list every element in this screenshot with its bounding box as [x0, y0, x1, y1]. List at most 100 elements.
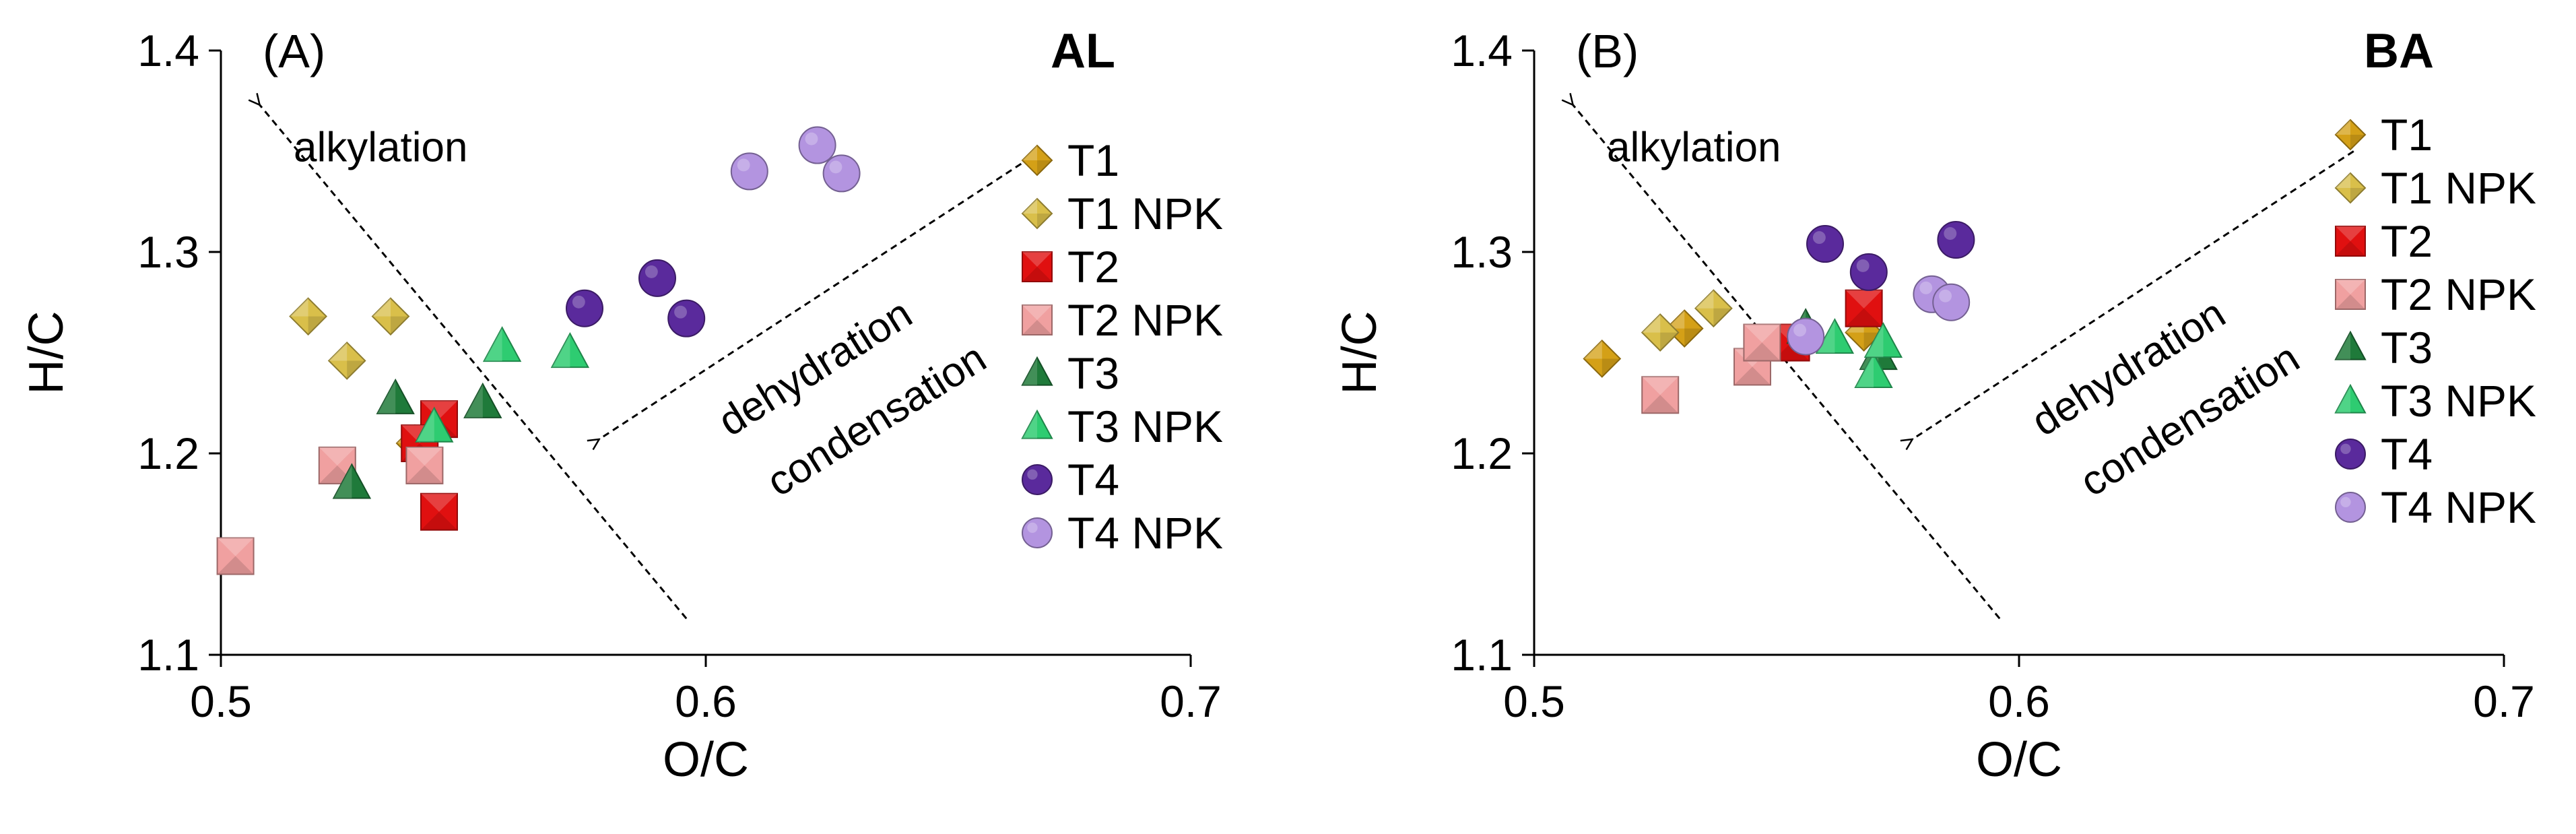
legend-label: T4 NPK — [1067, 508, 1223, 558]
data-point — [798, 126, 836, 164]
panel-label: (A) — [263, 25, 325, 77]
legend-marker — [2335, 492, 2366, 523]
series-t1 — [1583, 309, 1884, 378]
data-point — [1863, 322, 1903, 358]
data-point — [638, 259, 676, 297]
y-axis-label: H/C — [1333, 311, 1387, 395]
data-point — [1937, 221, 1975, 259]
legend-label: T1 NPK — [1067, 189, 1223, 238]
y-tick-label: 1.4 — [137, 26, 199, 75]
series-t3 — [332, 378, 502, 499]
data-point — [1641, 376, 1680, 414]
x-axis-label: O/C — [1976, 733, 2062, 787]
series-t4 — [1806, 221, 1975, 291]
data-point — [1845, 289, 1883, 327]
alkylation-label: alkylation — [1607, 124, 1781, 170]
x-tick-label: 0.6 — [675, 676, 737, 726]
legend-label: T4 — [2381, 429, 2433, 479]
x-tick-label: 0.5 — [190, 676, 252, 726]
data-point — [332, 463, 372, 499]
dehydration-arrow — [599, 150, 1041, 440]
y-tick-label: 1.2 — [1451, 428, 1513, 478]
legend-marker — [2335, 279, 2366, 310]
x-tick-label: 0.7 — [1160, 676, 1222, 726]
data-point — [463, 382, 502, 418]
legend-marker — [2335, 439, 2366, 470]
legend-label: T1 NPK — [2381, 163, 2536, 213]
alkylation-label: alkylation — [294, 124, 467, 170]
y-tick-label: 1.1 — [137, 630, 199, 680]
y-tick-label: 1.3 — [137, 227, 199, 277]
series-t2-npk — [1641, 323, 1781, 414]
data-point — [482, 326, 522, 362]
y-tick-label: 1.2 — [137, 428, 199, 478]
data-point — [566, 289, 603, 327]
x-tick-label: 0.6 — [1988, 676, 2050, 726]
y-tick-label: 1.3 — [1451, 227, 1513, 277]
site-label: BA — [2364, 24, 2434, 78]
data-point — [550, 332, 590, 368]
series-t1-npk — [289, 297, 410, 380]
series-t4 — [566, 259, 706, 338]
legend-marker — [2335, 226, 2366, 257]
panel-label: (B) — [1576, 25, 1639, 77]
data-point — [1806, 225, 1844, 263]
panels: 1.1 1.2 1.3 1.4 0.5 0.6 0.7 O/C H/C (A) AL alkylati… — [20, 24, 2536, 787]
series-t4-npk — [1787, 275, 1971, 356]
alkylation-arrow — [260, 105, 688, 620]
y-tick-label: 1.1 — [1451, 630, 1513, 680]
data-point — [1815, 318, 1855, 354]
legend-marker — [1022, 464, 1053, 495]
data-point — [415, 406, 454, 443]
series-t3-npk — [415, 326, 590, 443]
data-point — [822, 154, 861, 193]
x-axis-label: O/C — [663, 733, 749, 787]
data-point — [1854, 352, 1893, 388]
legend-marker — [1022, 517, 1053, 548]
legend-label: T1 — [1067, 135, 1119, 185]
legend-marker — [1022, 251, 1053, 282]
y-tick-label: 1.4 — [1451, 26, 1513, 75]
site-label: AL — [1051, 24, 1115, 78]
chart-panel-al: 1.1 1.2 1.3 1.4 0.5 0.6 0.7 O/C H/C (A) AL alkylati… — [20, 24, 1223, 787]
legend-label: T4 — [1067, 455, 1119, 505]
legend-marker — [1022, 304, 1053, 335]
dehydration-arrow — [1913, 150, 2354, 440]
data-point — [216, 537, 255, 575]
legend-marker — [1021, 409, 1053, 439]
legend-label: T3 — [2381, 323, 2433, 373]
data-point — [1787, 317, 1825, 356]
legend-marker — [2334, 330, 2367, 360]
legend-label: T2 NPK — [2381, 269, 2536, 319]
data-point — [405, 446, 444, 484]
legend-label: T3 NPK — [2381, 376, 2536, 426]
data-point — [376, 378, 415, 414]
data-point — [420, 492, 458, 531]
alkylation-arrow — [1573, 105, 2001, 620]
chart-panel-ba: 1.1 1.2 1.3 1.4 0.5 0.6 0.7 O/C H/C (B) BA alkylati… — [1333, 24, 2536, 787]
legend-label: T1 — [2381, 110, 2433, 160]
series-t4-npk — [730, 126, 861, 193]
legend-label: T4 NPK — [2381, 482, 2536, 532]
legend-label: T2 NPK — [1067, 295, 1223, 345]
legend-marker — [2334, 383, 2367, 414]
data-point — [667, 299, 706, 338]
y-axis-label: H/C — [20, 311, 73, 395]
series-t3-npk — [1815, 318, 1903, 388]
data-point — [1932, 283, 1971, 321]
x-tick-label: 0.7 — [2473, 676, 2535, 726]
legend-label: T3 — [1067, 348, 1119, 398]
legend-marker — [1021, 356, 1053, 386]
x-tick-label: 0.5 — [1503, 676, 1565, 726]
series-t2-npk — [216, 446, 444, 575]
legend-label: T2 — [2381, 216, 2433, 266]
data-point — [1849, 253, 1888, 291]
data-point — [1743, 323, 1781, 362]
data-point — [730, 152, 768, 191]
legend-label: T2 — [1067, 242, 1119, 292]
legend-label: T3 NPK — [1067, 402, 1223, 451]
series-t1-npk — [1641, 289, 1733, 352]
